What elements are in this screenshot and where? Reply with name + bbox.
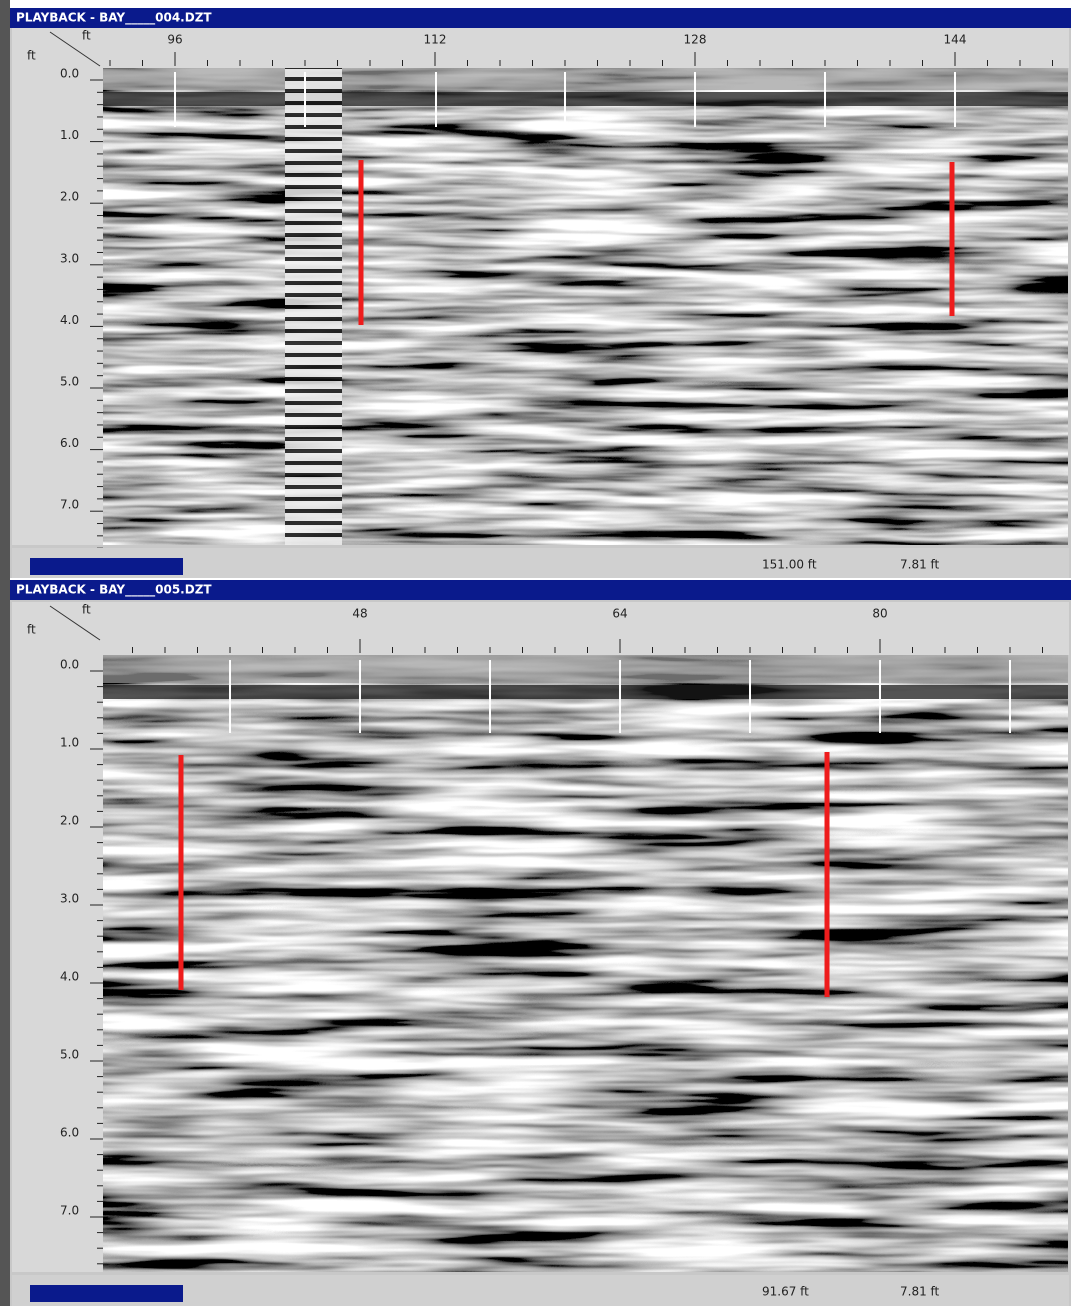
depth-label: 5.0 (60, 375, 79, 389)
depth-label: 6.0 (60, 1126, 79, 1140)
depth-label: 0.0 (60, 658, 79, 672)
ruler-left (12, 602, 103, 1272)
status-depth: 7.81 ft (900, 558, 940, 572)
depth-label: 7.0 (60, 498, 79, 512)
radargram (103, 655, 1068, 1272)
depth-label: 3.0 (60, 251, 79, 265)
title-bar[interactable] (10, 580, 1071, 600)
x-tick-label: 80 (872, 607, 887, 621)
x-tick-label: 112 (424, 33, 447, 47)
radargram (103, 68, 1068, 545)
title-bar[interactable] (10, 8, 1071, 28)
progress-bar[interactable] (30, 558, 183, 575)
depth-label: 4.0 (60, 970, 79, 984)
x-tick-label: 144 (944, 33, 967, 47)
ruler-left (12, 28, 103, 545)
x-tick-label: 96 (167, 33, 182, 47)
status-distance: 151.00 ft (762, 558, 817, 572)
surface-band (103, 92, 1068, 106)
y-unit: ft (27, 623, 36, 637)
y-unit: ft (27, 49, 36, 63)
surface-band (103, 685, 1068, 699)
corner-diagonal (49, 605, 101, 641)
ruler-area (12, 28, 1069, 68)
core-trace (285, 68, 342, 545)
x-tick-label: 128 (684, 33, 707, 47)
depth-label: 3.0 (60, 892, 79, 906)
ruler-area (12, 602, 1069, 655)
status-distance: 91.67 ft (762, 1285, 809, 1299)
depth-label: 6.0 (60, 436, 79, 450)
window-title: PLAYBACK - BAY_____004.DZT (16, 11, 212, 26)
corner-diagonal (49, 31, 101, 67)
surface-band-light (103, 655, 1068, 683)
surface-band-light (103, 68, 1068, 90)
depth-label: 1.0 (60, 128, 79, 142)
x-tick-label: 64 (612, 607, 627, 621)
left-border (0, 0, 10, 1306)
progress-bar[interactable] (30, 1285, 183, 1302)
x-unit: ft (82, 29, 91, 43)
status-bar (12, 548, 1069, 578)
status-bar (12, 1275, 1069, 1306)
depth-label: 2.0 (60, 190, 79, 204)
depth-label: 1.0 (60, 736, 79, 750)
depth-label: 0.0 (60, 67, 79, 81)
status-depth: 7.81 ft (900, 1285, 940, 1299)
x-tick-label: 48 (352, 607, 367, 621)
depth-label: 4.0 (60, 313, 79, 327)
window-title: PLAYBACK - BAY_____005.DZT (16, 583, 212, 598)
depth-label: 5.0 (60, 1048, 79, 1062)
depth-label: 7.0 (60, 1204, 79, 1218)
depth-label: 2.0 (60, 814, 79, 828)
x-unit: ft (82, 603, 91, 617)
